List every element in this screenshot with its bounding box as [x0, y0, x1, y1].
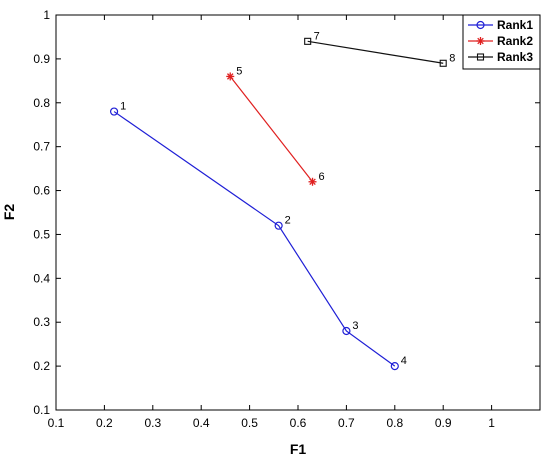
data-point [274, 221, 283, 230]
legend-label: Rank1 [497, 18, 533, 32]
legend-marker [476, 37, 485, 45]
legend-item-rank3: Rank3 [468, 50, 533, 64]
point-label: 7 [314, 30, 320, 42]
y-tick-label: 0.5 [33, 227, 50, 241]
data-point [109, 107, 119, 116]
x-tick-label: 0.4 [193, 416, 210, 430]
x-tick-label: 0.5 [241, 416, 258, 430]
y-tick-label: 0.2 [33, 359, 50, 373]
series-rank3: 78 [304, 30, 455, 67]
y-axis-title: F2 [1, 204, 17, 221]
y-tick-label: 0.9 [33, 52, 50, 66]
y-tick-label: 0.6 [33, 184, 50, 198]
x-tick-label: 0.7 [338, 416, 355, 430]
legend-item-rank2: Rank2 [468, 34, 533, 48]
series-line-rank2 [229, 76, 313, 183]
series-line-rank3 [307, 40, 444, 64]
x-tick-label: 1 [488, 416, 495, 430]
y-tick-label: 0.4 [33, 271, 50, 285]
legend-label: Rank2 [497, 34, 533, 48]
y-tick-label: 0.8 [33, 96, 50, 110]
y-tick-label: 0.7 [33, 140, 50, 154]
data-point [439, 59, 447, 67]
y-tick-label: 0.3 [33, 315, 50, 329]
point-label: 4 [401, 355, 407, 367]
point-label: 6 [319, 171, 325, 183]
series-line-rank1 [113, 111, 396, 367]
legend-box [462, 14, 541, 70]
point-label: 1 [120, 101, 126, 113]
y-tick-label: 1 [43, 8, 50, 22]
point-label: 8 [449, 52, 455, 64]
legend-marker [476, 53, 485, 61]
x-tick-label: 0.9 [435, 416, 452, 430]
axis-ticks: 0.1 0.2 0.3 0.4 0.5 0.6 0.7 0.8 0.9 1 0.1 0.2 0.3 0.4… [33, 8, 540, 430]
point-label: 3 [352, 320, 358, 332]
series-rank1: 1 2 3 4 [109, 101, 407, 371]
legend-item-rank1: Rank1 [468, 18, 533, 32]
x-tick-label: 0.2 [96, 416, 113, 430]
data-point [304, 37, 312, 45]
x-tick-label: 0.3 [144, 416, 161, 430]
series-rank2: 56 [226, 65, 325, 186]
x-tick-label: 0.6 [290, 416, 307, 430]
legend: Rank1 Rank2 Rank3 [462, 14, 541, 70]
x-tick-label: 0.1 [48, 416, 65, 430]
y-tick-label: 0.1 [33, 403, 50, 417]
data-point [308, 177, 317, 186]
legend-label: Rank3 [497, 50, 533, 64]
legend-marker [476, 20, 485, 30]
data-point [390, 362, 399, 371]
x-tick-label: 0.8 [386, 416, 403, 430]
x-axis-title: F1 [290, 441, 307, 457]
data-point [226, 72, 235, 81]
plot-area [55, 14, 541, 411]
data-point [342, 326, 351, 336]
point-label: 5 [236, 65, 242, 77]
point-label: 2 [285, 215, 291, 227]
